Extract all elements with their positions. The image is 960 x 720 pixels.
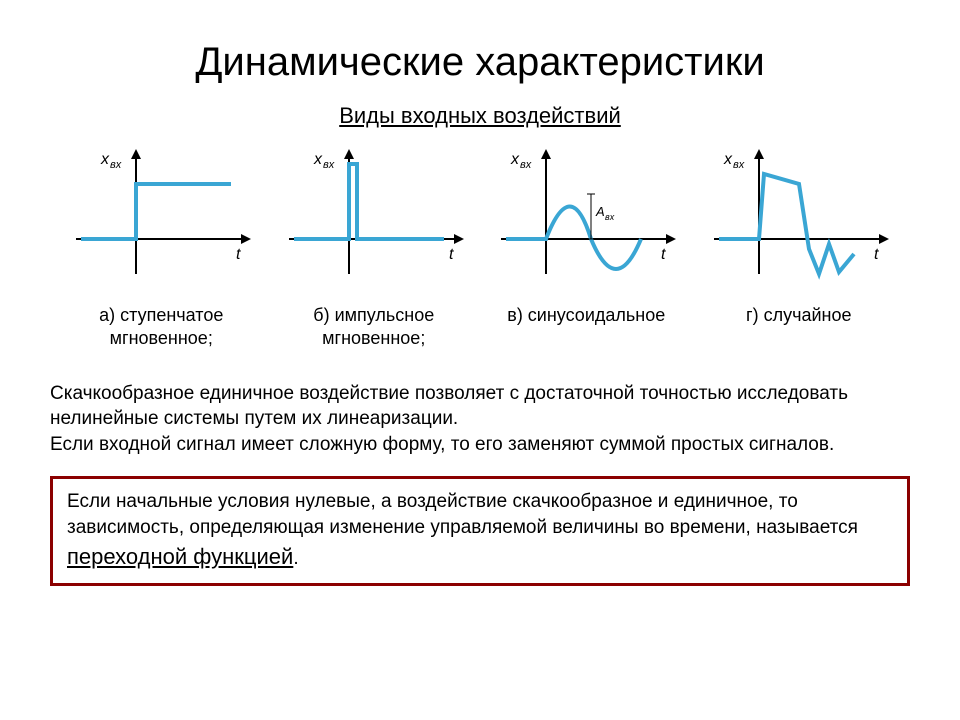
svg-text:t: t: [661, 246, 666, 263]
charts-row: x вх t x вх t: [50, 144, 910, 294]
definition-term: переходной функцией: [67, 544, 293, 569]
svg-text:x: x: [723, 151, 733, 168]
chart-sine: A вх x вх t: [491, 144, 681, 294]
svg-text:вх: вх: [110, 159, 122, 171]
caption-step: а) ступенчатое мгновенное;: [66, 304, 256, 351]
caption-impulse-b: мгновенное;: [322, 328, 425, 348]
caption-impulse: б) импульсное мгновенное;: [279, 304, 469, 351]
body-paragraph: Скачкообразное единичное воздействие поз…: [50, 381, 910, 458]
svg-text:вх: вх: [733, 159, 745, 171]
svg-text:x: x: [313, 151, 323, 168]
slide-subtitle: Виды входных воздействий: [50, 103, 910, 129]
svg-text:вх: вх: [605, 212, 615, 222]
slide-title: Динамические характеристики: [50, 40, 910, 85]
svg-text:x: x: [510, 151, 520, 168]
captions-row: а) ступенчатое мгновенное; б) импульсное…: [50, 304, 910, 351]
caption-step-a: а) ступенчатое: [99, 305, 223, 325]
svg-text:A: A: [595, 204, 605, 219]
chart-impulse: x вх t: [279, 144, 469, 294]
caption-sine: в) синусоидальное: [491, 304, 681, 351]
caption-random-a: г) случайное: [746, 305, 851, 325]
svg-text:x: x: [100, 151, 110, 168]
svg-text:t: t: [236, 246, 241, 263]
caption-impulse-a: б) импульсное: [313, 305, 434, 325]
definition-after: .: [293, 548, 298, 569]
chart-random: x вх t: [704, 144, 894, 294]
caption-random: г) случайное: [704, 304, 894, 351]
svg-text:вх: вх: [520, 159, 532, 171]
svg-text:вх: вх: [323, 159, 335, 171]
caption-step-b: мгновенное;: [110, 328, 213, 348]
svg-text:t: t: [449, 246, 454, 263]
definition-before: Если начальные условия нулевые, а воздей…: [67, 491, 858, 539]
definition-box: Если начальные условия нулевые, а воздей…: [50, 476, 910, 586]
caption-sine-a: в) синусоидальное: [507, 305, 665, 325]
svg-text:t: t: [874, 246, 879, 263]
chart-step: x вх t: [66, 144, 256, 294]
